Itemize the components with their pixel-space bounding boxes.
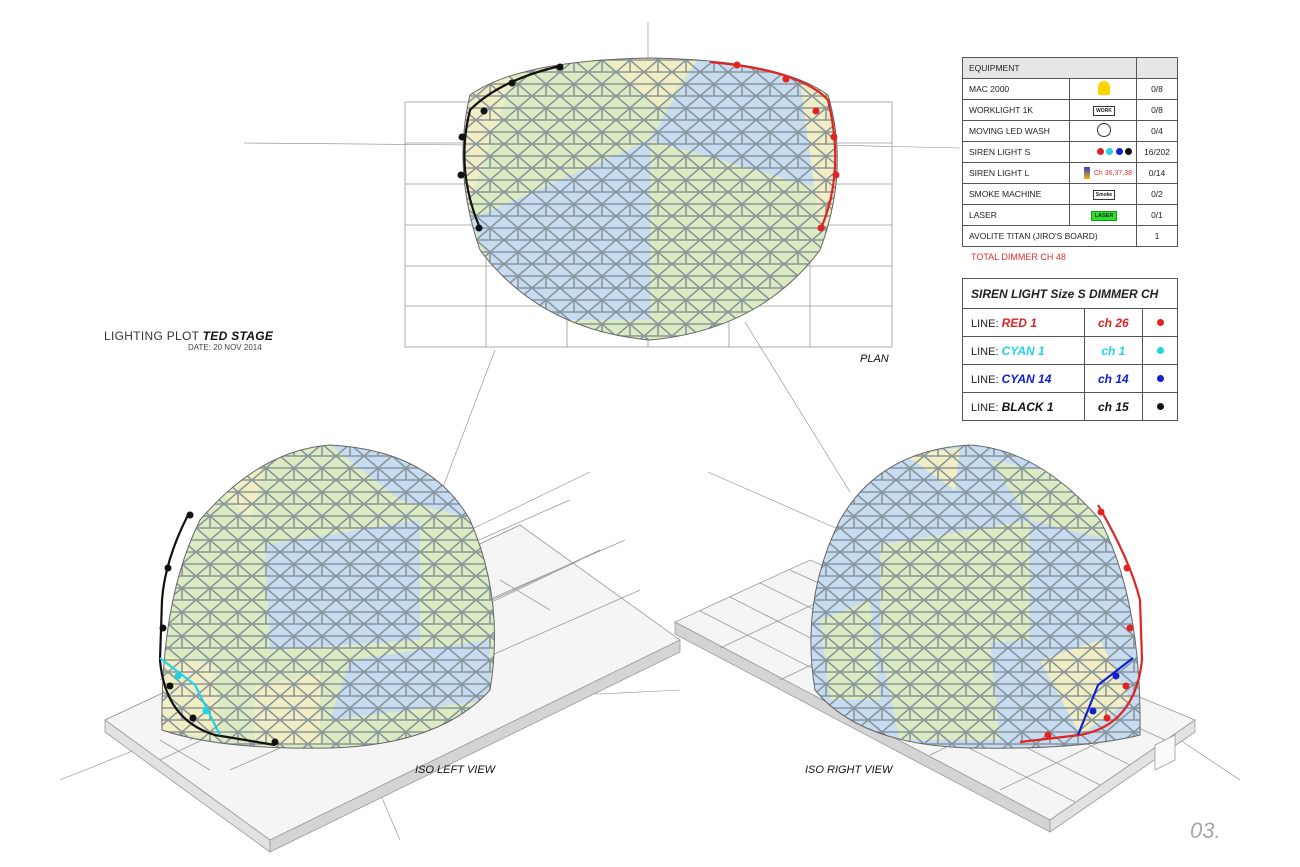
plot-date: DATE: 20 NOV 2014 — [188, 343, 262, 352]
table-row: LASER LASER 0/1 — [962, 204, 1178, 226]
table-row: SIREN LIGHT S 16/202 — [962, 141, 1178, 163]
table-row: LINE: RED 1 ch 26 — [962, 308, 1178, 337]
dimmer-channel-table: SIREN LIGHT Size S DIMMER CH LINE: RED 1… — [962, 278, 1178, 421]
smoke-icon: Smoke — [1092, 190, 1116, 200]
equipment-header: EQUIPMENT — [962, 57, 1137, 79]
table-row: WORKLIGHT 1K WORK 0/8 — [962, 99, 1178, 121]
line-channel: ch 15 — [1083, 392, 1144, 421]
plot-title: LIGHTING PLOT TED STAGE — [104, 329, 273, 343]
iso-right-label: ISO RIGHT VIEW — [805, 764, 893, 776]
iso-right-red-line — [1019, 504, 1144, 744]
iso-right-fixture-dots — [1044, 508, 1134, 739]
total-dimmer-channels: TOTAL DIMMER CH 48 — [971, 252, 1066, 262]
laser-icon: LASER — [1090, 211, 1118, 221]
cyan-dot-icon — [1156, 346, 1164, 354]
line-channel: ch 1 — [1083, 336, 1144, 365]
table-row: LINE: CYAN 1 ch 1 — [962, 336, 1178, 365]
table-row: LINE: CYAN 14 ch 14 — [962, 364, 1178, 393]
line-name: CYAN 1 — [1001, 343, 1045, 358]
plan-label: PLAN — [860, 353, 889, 365]
page-number: 03. — [1190, 818, 1221, 843]
table-row: MAC 2000 0/8 — [962, 78, 1178, 100]
red-dot-icon — [1156, 318, 1164, 326]
led-wash-icon — [1097, 123, 1111, 137]
plan-black-line — [463, 64, 561, 229]
line-name: RED 1 — [1001, 315, 1037, 330]
line-name: CYAN 14 — [1001, 371, 1052, 386]
iso-right-blue-line — [1076, 657, 1134, 736]
table-row: SMOKE MACHINE Smoke 0/2 — [962, 183, 1178, 205]
plan-fixture-dots — [457, 61, 840, 232]
iso-left-fixture-dots — [159, 511, 279, 746]
black-dot-icon — [1156, 402, 1164, 410]
line-name: BLACK 1 — [1001, 399, 1054, 414]
iso-left-label: ISO LEFT VIEW — [415, 764, 496, 776]
table-row: AVOLITE TITAN (JIRO'S BOARD) 1 — [962, 225, 1178, 247]
table-row: MOVING LED WASH 0/4 — [962, 120, 1178, 142]
iso-left-cyan-line — [159, 657, 221, 736]
line-channel: ch 26 — [1083, 308, 1144, 337]
equipment-header-row: EQUIPMENT — [962, 57, 1178, 79]
siren-l-icon — [1083, 167, 1090, 179]
iso-right-dome — [810, 445, 1141, 749]
dimmer-header-row: SIREN LIGHT Size S DIMMER CH — [962, 278, 1178, 309]
iso-left-dome — [161, 445, 495, 749]
title-prefix: LIGHTING PLOT — [104, 329, 200, 343]
mac-2000-icon — [1098, 81, 1110, 95]
table-row: LINE: BLACK 1 ch 15 — [962, 392, 1178, 421]
worklight-icon: WORK — [1093, 106, 1115, 116]
title-stage-name: TED STAGE — [202, 329, 274, 343]
siren-dots-icon — [1096, 147, 1132, 157]
blue-dot-icon — [1156, 374, 1164, 382]
equipment-table: EQUIPMENT MAC 2000 0/8 WORKLIGHT 1K WORK… — [962, 57, 1178, 247]
iso-left-black-line — [158, 514, 276, 747]
siren-l-channels: Ch 36,37,38 — [1093, 170, 1132, 178]
plan-red-line — [709, 60, 837, 227]
line-channel: ch 14 — [1083, 364, 1144, 393]
table-row: SIREN LIGHT L Ch 36,37,38 0/14 — [962, 162, 1178, 184]
plan-dome — [462, 58, 838, 340]
dimmer-title: SIREN LIGHT Size S DIMMER CH — [962, 278, 1178, 309]
